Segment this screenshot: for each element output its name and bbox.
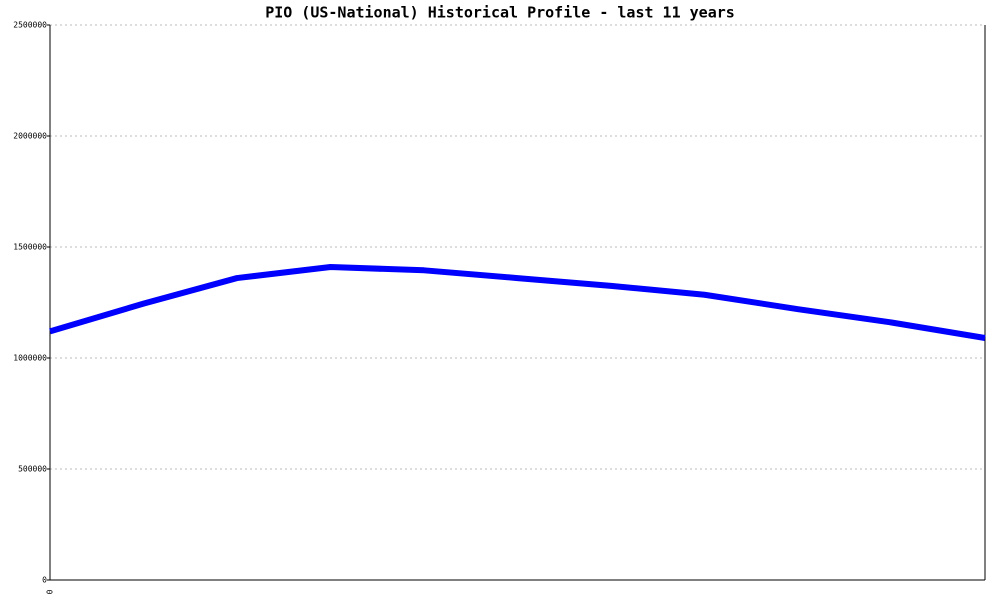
line-series — [49, 263, 986, 341]
x-tick-label: 0 — [46, 589, 55, 594]
y-tick-label: 0 — [42, 576, 47, 585]
chart-title: PIO (US-National) Historical Profile - l… — [265, 4, 735, 22]
y-tick-label: 1500000 — [13, 243, 47, 252]
y-tick-label: 500000 — [18, 465, 47, 474]
y-tick-label: 2500000 — [13, 21, 47, 30]
y-tick-label: 1000000 — [13, 354, 47, 363]
y-tick-label: 2000000 — [13, 132, 47, 141]
